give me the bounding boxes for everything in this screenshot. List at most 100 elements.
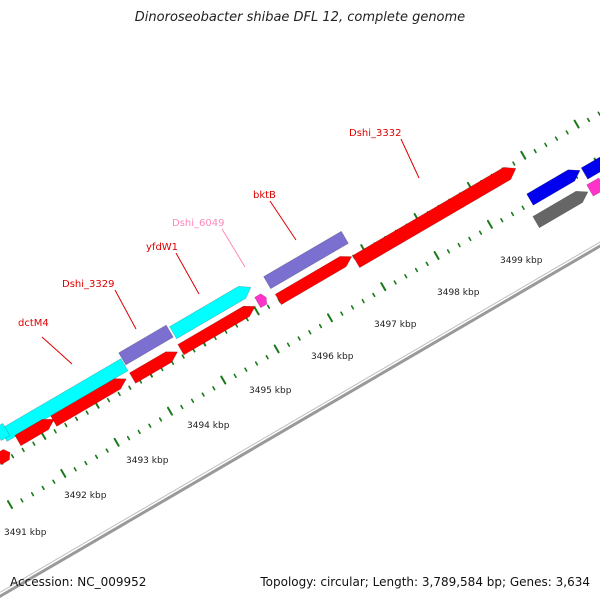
cds-arrow [0,449,11,466]
scale-label: 3497 kbp [374,320,417,330]
leader-line [175,252,200,295]
minor-tick [52,479,56,484]
scale-label: 3498 kbp [437,288,480,298]
backbone-axis-shadow [0,241,600,593]
minor-tick [85,410,89,415]
gene-Dshi_3332 [352,167,517,269]
leader-line [221,228,246,268]
cds-arrow [50,378,127,427]
cds-arrow [14,418,55,447]
gene-blue-edge [580,156,600,180]
minor-tick [254,361,259,366]
minor-tick [190,398,195,403]
minor-tick [32,441,36,446]
major-tick [166,406,173,416]
major-tick [573,119,580,129]
minor-tick [212,386,216,391]
minor-tick [554,136,559,141]
gene-label-yfdW1: yfdW1 [146,242,178,253]
minor-tick [21,447,25,453]
major-tick [6,500,13,509]
topology-info: Topology: circular; Length: 3,789,584 bp… [260,575,590,589]
minor-tick [148,423,152,428]
minor-tick [105,448,109,453]
minor-tick [414,267,419,273]
leader-line [400,138,420,179]
minor-tick [106,397,111,403]
minor-tick [286,342,291,347]
major-tick [253,306,260,316]
scale-label: 3495 kbp [249,386,292,396]
cds-arrow [129,351,178,384]
minor-tick [244,367,248,372]
gene-bktB [263,230,349,290]
minor-tick [158,417,163,422]
scale-label: 3493 kbp [126,456,169,466]
minor-tick [500,218,504,223]
major-tick [220,375,227,385]
major-tick [273,344,280,354]
gene-gray [532,190,589,229]
major-tick [486,219,493,229]
leader-line [269,200,297,241]
gene-Dshi_3329 [118,324,174,366]
minor-tick [457,242,461,248]
minor-tick [117,391,121,397]
minor-tick [468,236,472,242]
minor-tick [521,205,525,210]
minor-tick [318,323,323,329]
minor-tick [126,435,131,441]
minor-tick [446,249,451,254]
minor-tick [224,329,228,334]
minor-tick [361,298,365,304]
minor-tick [20,498,24,503]
scale-label: 3491 kbp [4,528,47,538]
minor-tick [245,317,249,322]
gene-blue [526,169,581,206]
scale-label: 3496 kbp [311,352,354,362]
minor-tick [297,336,301,341]
minor-tick [533,148,537,154]
major-tick [433,251,440,260]
map-title: Dinoroseobacter shibae DFL 12, complete … [134,10,466,25]
minor-tick [350,305,355,310]
minor-tick [510,211,515,217]
minor-tick [74,416,79,421]
minor-tick [73,467,77,472]
gene-label-Dshi_3329: Dshi_3329 [62,279,114,290]
gene-label-Dshi_3332: Dshi_3332 [349,128,401,139]
minor-tick [180,404,184,410]
minor-tick [404,274,408,279]
accession-label: Accession: NC_009952 [10,575,147,589]
gene-fragment [0,423,11,441]
cds-arrow [274,256,353,306]
minor-tick [372,292,376,298]
minor-tick [265,355,269,360]
minor-tick [128,385,132,390]
minor-tick [64,422,68,428]
minor-tick [192,348,196,353]
gene-label-bktB: bktB [253,190,276,201]
minor-tick [94,454,99,459]
minor-tick [10,453,15,459]
gene-yfdW1 [169,286,252,340]
gene-magenta-edge [586,177,600,197]
major-tick [326,313,333,323]
gene-Dshi_6049 [254,293,268,309]
cds-arrow [177,305,256,356]
minor-tick [393,280,397,285]
minor-tick [213,335,217,341]
minor-tick [544,142,548,148]
minor-tick [30,491,35,497]
minor-tick [234,323,239,328]
leader-line [41,336,73,365]
major-tick [380,282,387,292]
scale-label: 3499 kbp [500,256,543,266]
minor-tick [201,392,205,397]
minor-tick [84,460,88,466]
minor-tick [266,304,271,309]
major-tick [113,437,120,447]
minor-tick [425,261,429,266]
major-tick [520,150,527,160]
